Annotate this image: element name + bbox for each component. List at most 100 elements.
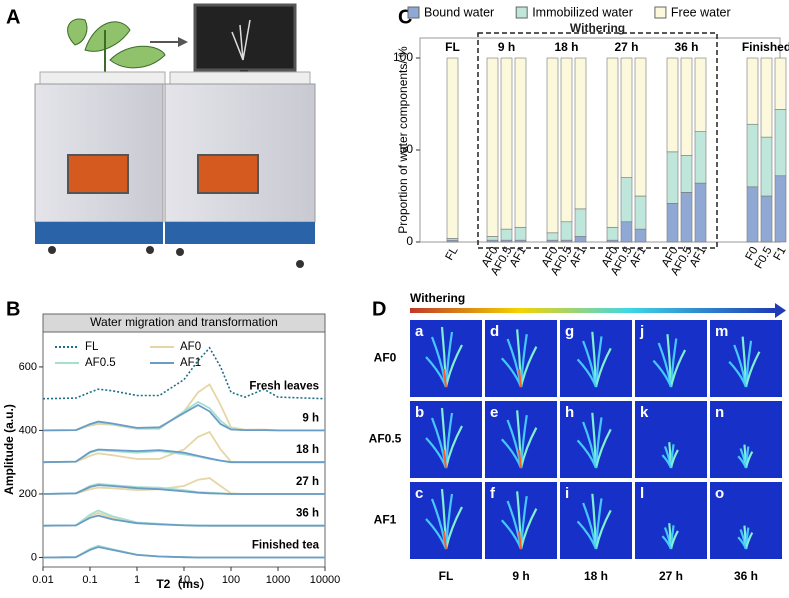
chart-title: Water migration and transformation bbox=[90, 315, 278, 329]
curve bbox=[42, 509, 325, 527]
bar-segment bbox=[760, 57, 773, 138]
curve bbox=[42, 430, 325, 464]
curve bbox=[42, 484, 325, 495]
group-label: 27 h bbox=[614, 40, 638, 54]
bar-segment bbox=[774, 57, 787, 110]
gradient-bar bbox=[410, 308, 775, 313]
leaf bbox=[744, 351, 761, 388]
bar-segment bbox=[694, 182, 707, 243]
bar-segment bbox=[680, 155, 693, 193]
image-label: o bbox=[715, 485, 724, 502]
scale-label: Withering bbox=[410, 291, 465, 305]
bar-segment bbox=[694, 131, 707, 184]
bar-segment bbox=[620, 57, 633, 178]
row-label: AF1 bbox=[374, 513, 397, 527]
bar-segment bbox=[680, 57, 693, 156]
x-tick-label: FL bbox=[444, 244, 461, 262]
bar-segment bbox=[774, 109, 787, 177]
group-label: 36 h bbox=[674, 40, 698, 54]
leaf bbox=[576, 439, 598, 469]
y-tick-label: 400 bbox=[19, 424, 37, 436]
annotation: 36 h bbox=[296, 508, 319, 520]
leaf bbox=[594, 347, 612, 388]
annotation: 27 h bbox=[296, 476, 319, 488]
group-label: Finished bbox=[742, 40, 789, 54]
y-tick-label: 600 bbox=[19, 361, 37, 373]
bar-segment bbox=[620, 221, 633, 243]
leaf-core bbox=[443, 449, 447, 469]
bar-segment bbox=[666, 203, 679, 243]
y-tick-label: 200 bbox=[19, 488, 37, 500]
row-label: AF0 bbox=[374, 351, 397, 365]
bar-segment bbox=[746, 186, 759, 243]
column-label: 36 h bbox=[734, 569, 758, 583]
bar-segment bbox=[546, 57, 559, 234]
bar-segment bbox=[500, 228, 513, 241]
bar-segment bbox=[666, 151, 679, 204]
leaf bbox=[444, 425, 463, 469]
image-label: l bbox=[640, 485, 644, 502]
image-label: i bbox=[565, 485, 569, 502]
legend-label: AF1 bbox=[180, 357, 201, 369]
image-label: g bbox=[565, 323, 574, 340]
bar-segment bbox=[574, 208, 587, 237]
y-tick-label: 0 bbox=[406, 234, 413, 248]
leaf-core bbox=[518, 530, 522, 550]
bar-segment bbox=[606, 57, 619, 228]
x-tick-label: 0.01 bbox=[32, 574, 53, 586]
bar-segment bbox=[546, 232, 559, 241]
row-label: AF0.5 bbox=[369, 432, 402, 446]
annotation: 9 h bbox=[302, 412, 319, 424]
leaf bbox=[594, 509, 612, 550]
y-axis-label: Amplitude (a.u.) bbox=[2, 404, 16, 495]
leaf bbox=[594, 428, 612, 469]
curve bbox=[42, 346, 326, 400]
leaf bbox=[576, 520, 598, 550]
image-label: j bbox=[639, 323, 644, 340]
x-tick-label: 10000 bbox=[310, 574, 341, 586]
withering-box bbox=[477, 32, 718, 249]
bar-segment bbox=[574, 236, 587, 243]
leaf bbox=[576, 358, 598, 388]
x-tick-label: 1 bbox=[134, 574, 140, 586]
leaf bbox=[519, 346, 538, 388]
bar-segment bbox=[620, 177, 633, 223]
annotation: 18 h bbox=[296, 444, 319, 456]
panel-label: A bbox=[6, 6, 20, 28]
leaf bbox=[652, 359, 673, 388]
leaf-core bbox=[443, 530, 447, 550]
x-tick-label: 100 bbox=[222, 574, 240, 586]
image-label: b bbox=[415, 404, 424, 421]
leaf bbox=[444, 506, 463, 550]
legend-swatch bbox=[654, 6, 667, 19]
bar-segment bbox=[634, 195, 647, 230]
bar-segment bbox=[694, 57, 707, 132]
bar-segment bbox=[634, 228, 647, 243]
y-tick-label: 0 bbox=[31, 551, 37, 563]
bar-segment bbox=[514, 226, 527, 241]
leaf bbox=[661, 535, 673, 550]
x-tick-label: 1000 bbox=[266, 574, 290, 586]
image-label: d bbox=[490, 323, 499, 340]
panel-label: B bbox=[6, 298, 20, 320]
legend-label: Bound water bbox=[424, 5, 494, 19]
legend-label: Free water bbox=[671, 5, 731, 19]
image-label: a bbox=[415, 323, 424, 340]
bar-segment bbox=[634, 57, 647, 197]
y-tick-label: 50 bbox=[400, 142, 414, 156]
leaf-core bbox=[518, 368, 522, 388]
leaf bbox=[737, 536, 748, 550]
bar-segment bbox=[560, 221, 573, 241]
bar-segment bbox=[760, 195, 773, 243]
column-label: 9 h bbox=[512, 569, 529, 583]
bar-segment bbox=[666, 57, 679, 153]
annotation: Finished tea bbox=[252, 540, 320, 552]
legend-label: Immobilized water bbox=[532, 5, 633, 19]
leaf bbox=[444, 344, 463, 388]
x-tick-label: 0.1 bbox=[82, 574, 97, 586]
leaf bbox=[737, 455, 748, 469]
image-label: f bbox=[490, 485, 496, 502]
curve bbox=[42, 514, 325, 527]
group-label: FL bbox=[445, 40, 460, 54]
